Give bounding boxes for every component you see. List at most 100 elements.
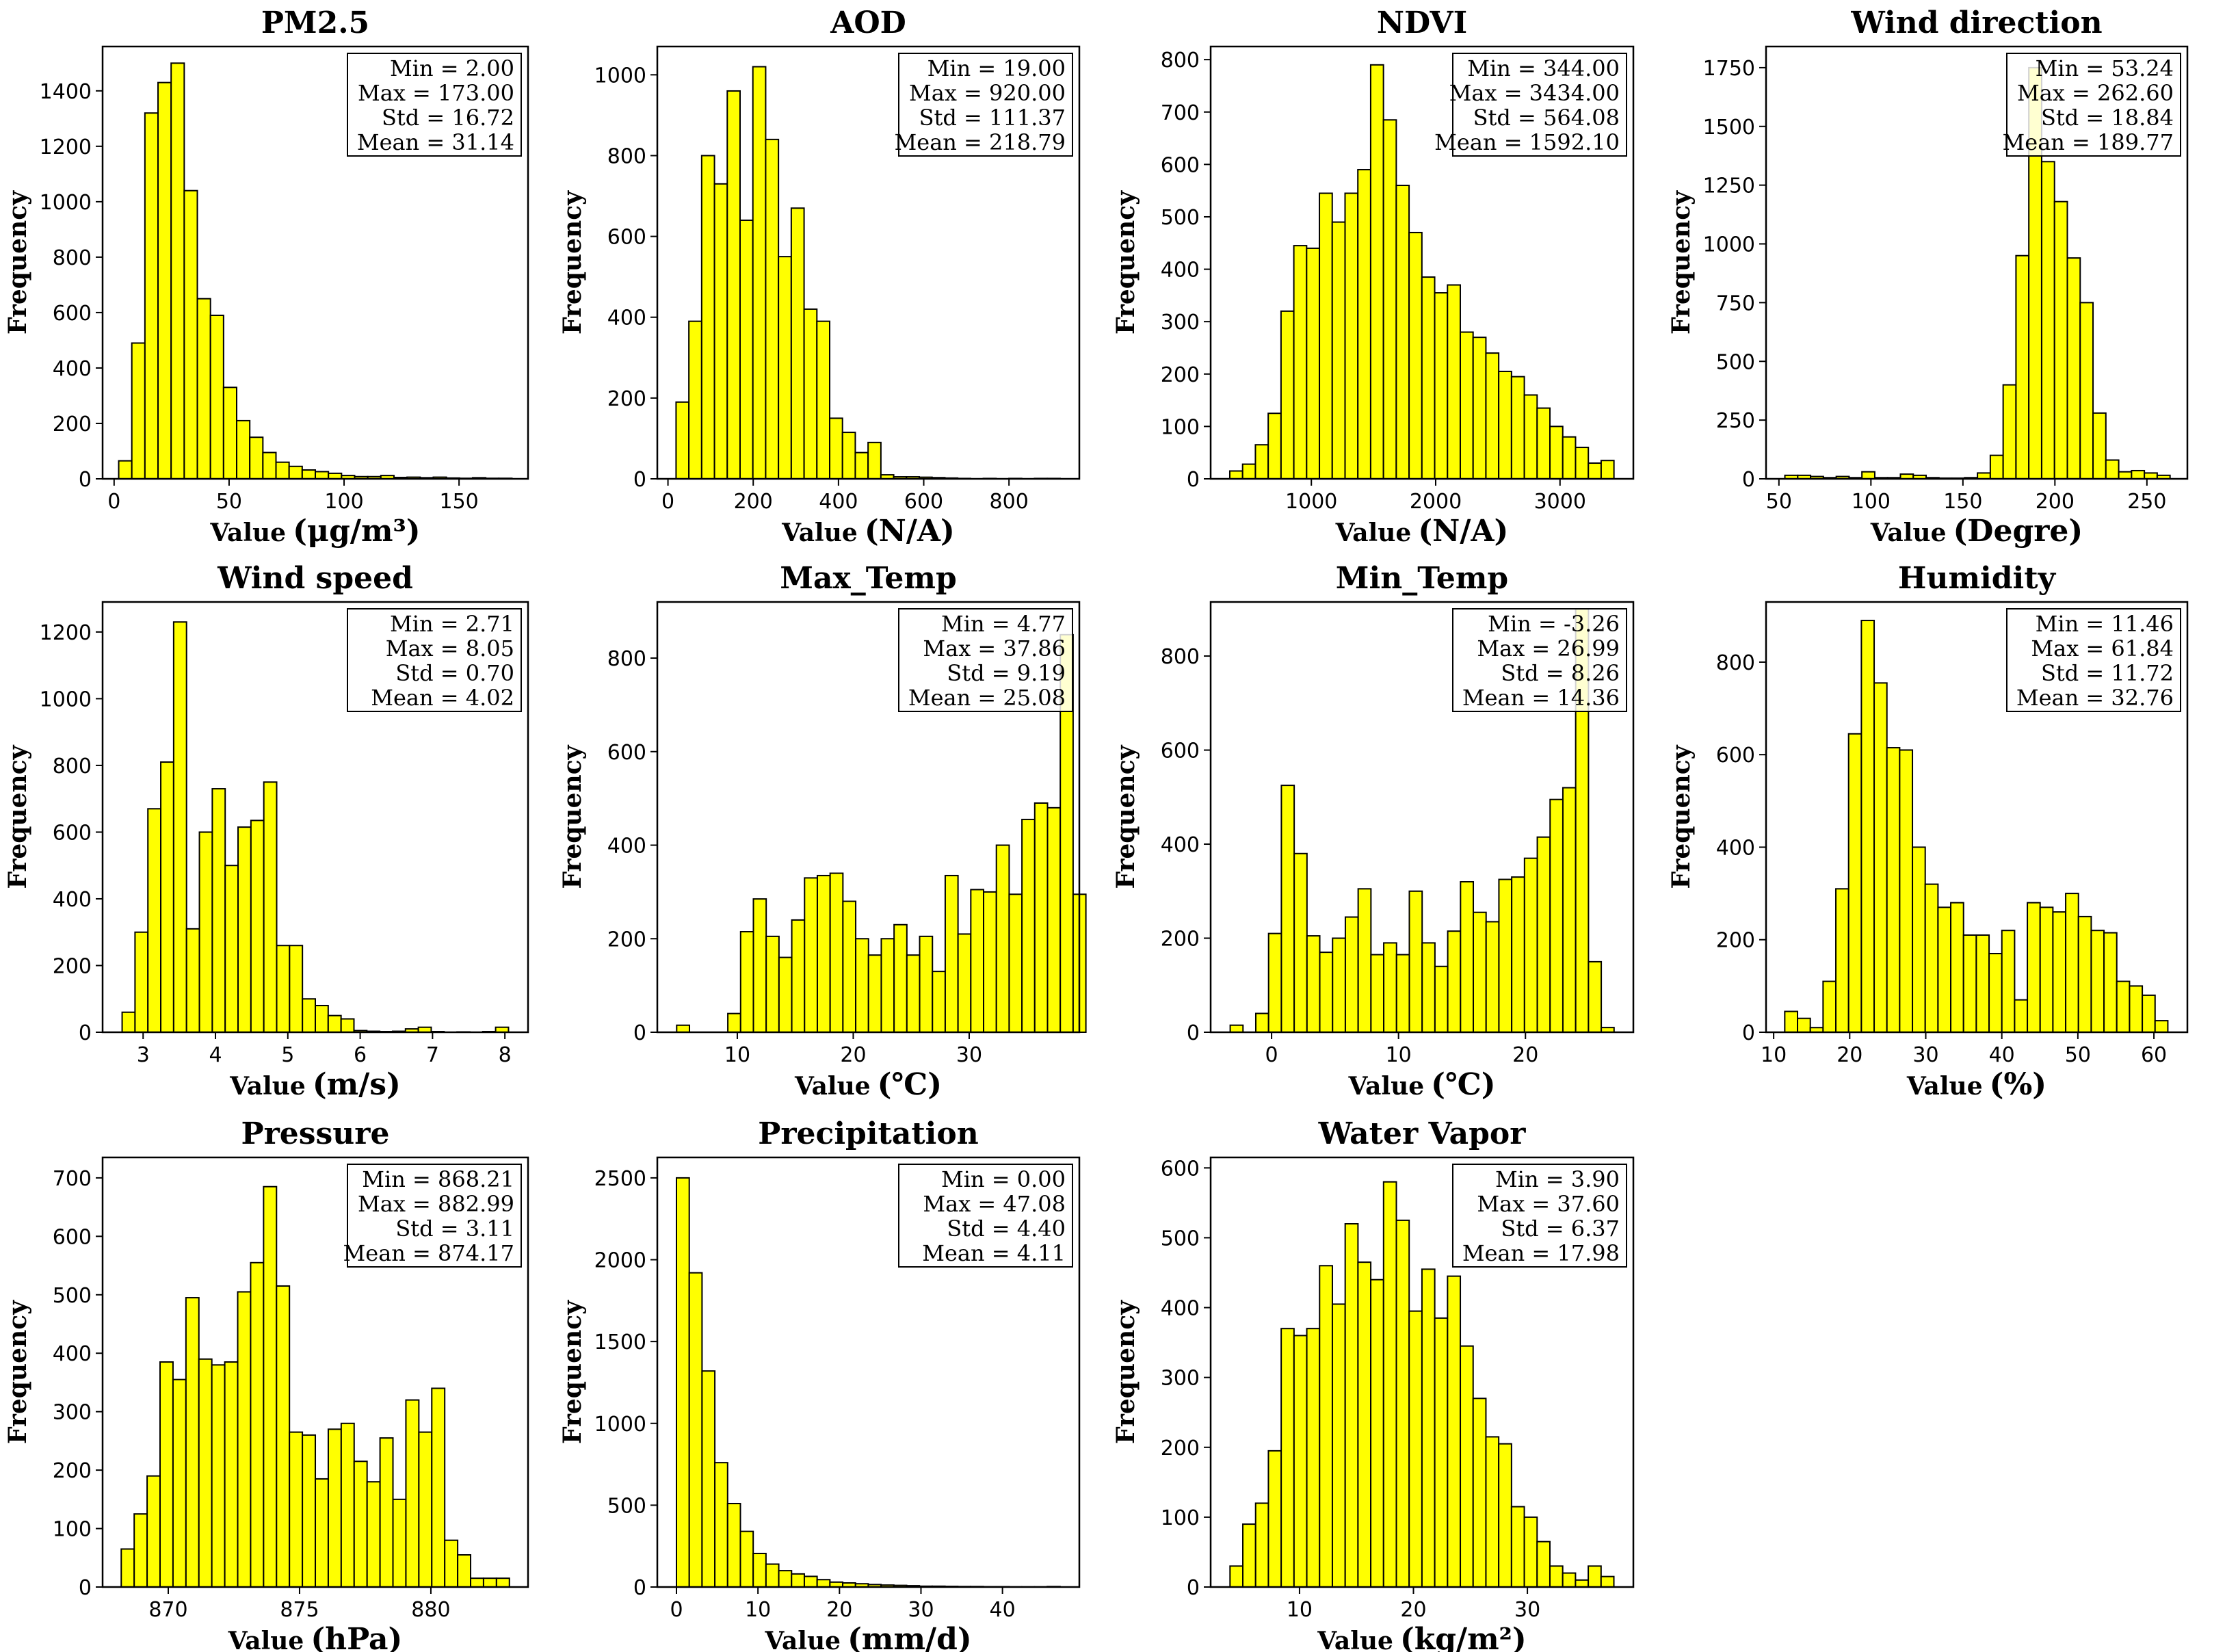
stat-min: Min = 53.24	[2036, 55, 2174, 81]
y-tick-label: 100	[1161, 415, 1200, 439]
x-axis-unit: (N/A)	[865, 514, 955, 549]
chart-title: Wind speed	[217, 561, 413, 596]
histogram-bar	[118, 460, 133, 480]
histogram-bar	[1357, 1261, 1372, 1588]
y-tick-label: 750	[1716, 291, 1755, 315]
x-axis-label-text: Value	[209, 519, 286, 547]
y-tick-label: 800	[1161, 645, 1200, 669]
y-tick-label: 400	[1161, 1297, 1200, 1321]
x-tick-label: 30	[1514, 1598, 1540, 1622]
histogram-bar	[1950, 902, 1964, 1033]
y-tick-label: 400	[53, 357, 92, 381]
histogram-bar	[778, 956, 793, 1033]
histogram-bar	[183, 189, 198, 480]
histogram-bar	[289, 945, 304, 1033]
histogram-bar	[1536, 407, 1551, 480]
x-tick-label: 250	[2127, 490, 2166, 514]
histogram-bar	[2001, 930, 2016, 1033]
x-tick-label: 880	[411, 1598, 450, 1622]
histogram-bar	[816, 874, 831, 1033]
histogram-bar	[2144, 472, 2158, 480]
histogram-bar	[495, 1577, 510, 1588]
histogram-bar	[198, 831, 213, 1033]
y-tick-label: 800	[607, 144, 646, 168]
histogram-bar	[1033, 802, 1049, 1033]
y-axis-label: Frequency	[1667, 744, 1696, 889]
x-tick-label: 8	[499, 1043, 512, 1067]
x-axis-label-text: Value	[229, 1072, 306, 1101]
stat-mean: Mean = 32.76	[2016, 685, 2174, 711]
histogram-bar	[842, 900, 857, 1033]
histogram-bar	[1434, 965, 1449, 1034]
histogram-bar	[1472, 1398, 1487, 1588]
histogram-bar	[1421, 276, 1436, 480]
histogram-bar	[1021, 818, 1036, 1034]
stat-std: Std = 18.84	[2041, 105, 2174, 131]
stat-min: Min = 11.46	[2036, 611, 2174, 637]
x-tick-label: 30	[1912, 1043, 1938, 1067]
histogram-bar	[2002, 384, 2017, 480]
y-tick-label: 0	[1742, 468, 1755, 492]
x-axis-unit: (℃)	[1431, 1067, 1495, 1102]
y-tick-label: 400	[1161, 259, 1200, 283]
y-tick-label: 800	[607, 647, 646, 671]
x-axis-unit: (N/A)	[1418, 514, 1508, 549]
histogram-bar	[1588, 462, 1602, 480]
y-axis-label: Frequency	[3, 190, 32, 335]
histogram-bar	[1293, 852, 1308, 1034]
histogram-bar	[2066, 257, 2081, 480]
histogram-bar	[457, 1554, 472, 1588]
histogram-bar	[1498, 1443, 1512, 1588]
histogram-bar	[1460, 881, 1475, 1034]
histogram-bar	[1860, 620, 1875, 1033]
x-tick-label: 100	[1852, 490, 1891, 514]
stat-std: Std = 564.08	[1473, 105, 1620, 131]
x-tick-label: 10	[745, 1598, 771, 1622]
y-axis-label: Frequency	[558, 744, 587, 889]
histogram-bar	[2027, 902, 2041, 1033]
histogram-bar	[315, 1478, 329, 1588]
y-tick-label: 0	[633, 1021, 646, 1045]
stat-min: Min = 2.00	[390, 55, 514, 81]
histogram-bar	[198, 1358, 213, 1588]
y-tick-label: 600	[1161, 739, 1200, 763]
y-tick-label: 600	[53, 821, 92, 845]
histogram-bar	[327, 1428, 342, 1588]
histogram-bar	[1242, 1523, 1256, 1588]
histogram-bar	[1408, 1310, 1423, 1588]
x-tick-label: 100	[324, 490, 363, 514]
histogram-bar	[160, 761, 174, 1034]
histogram-bar	[1344, 192, 1359, 480]
stat-mean: Mean = 17.98	[1462, 1240, 1620, 1266]
stat-std: Std = 4.40	[947, 1216, 1066, 1242]
x-tick-label: 60	[2141, 1043, 2167, 1067]
stats-box	[1452, 608, 1627, 712]
histogram-bar	[1784, 1010, 1799, 1034]
x-axis-label-text: Value	[794, 1072, 871, 1101]
y-tick-label: 500	[53, 1284, 92, 1308]
axes-frame	[1209, 45, 1635, 480]
histogram-bar	[1562, 436, 1577, 480]
histogram-bar	[1344, 1223, 1359, 1588]
histogram-bar	[170, 62, 185, 480]
histogram-bar	[2052, 911, 2067, 1034]
histogram-bar	[211, 788, 226, 1034]
y-tick-label: 200	[607, 387, 646, 411]
x-axis-label: Value (kg/m²)	[1317, 1622, 1527, 1652]
y-tick-label: 200	[1716, 929, 1755, 953]
chart-title: Max_Temp	[780, 561, 956, 596]
histogram-bar	[816, 1579, 831, 1588]
histogram-bar	[726, 1502, 741, 1588]
x-tick-label: 150	[440, 490, 479, 514]
histogram-bar	[185, 928, 200, 1033]
y-tick-label: 1000	[1703, 233, 1755, 257]
histogram-bar	[301, 469, 316, 480]
histogram-bar	[970, 889, 985, 1033]
y-tick-label: 100	[1161, 1506, 1200, 1530]
stat-min: Min = 344.00	[1467, 55, 1620, 81]
y-tick-label: 300	[1161, 1367, 1200, 1391]
y-tick-label: 1250	[1703, 174, 1755, 198]
histogram-bar	[276, 945, 291, 1033]
chart-title: Min_Temp	[1336, 561, 1508, 596]
y-tick-label: 1500	[594, 1330, 646, 1354]
